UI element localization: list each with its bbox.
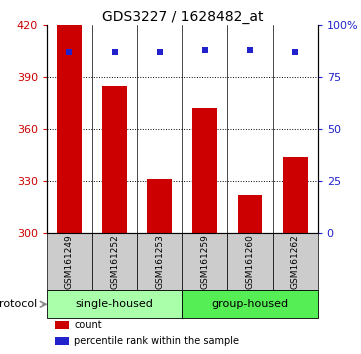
Bar (283, 157, 308, 233)
Point (112, 49, 118, 55)
Bar (47, 290, 182, 319)
Bar (55, 337, 69, 345)
Text: GSM161253: GSM161253 (155, 234, 164, 289)
Bar (55, 321, 69, 329)
Bar (57, 25, 82, 233)
Text: single-housed: single-housed (76, 299, 153, 309)
Text: GSM161262: GSM161262 (291, 234, 300, 289)
Point (247, 47, 253, 53)
Bar (182, 233, 227, 290)
Bar (273, 233, 318, 290)
Bar (137, 233, 182, 290)
Point (67, 49, 73, 55)
Bar (102, 86, 127, 233)
Bar (227, 233, 273, 290)
Point (202, 47, 208, 53)
Text: GSM161252: GSM161252 (110, 234, 119, 289)
Point (157, 49, 162, 55)
Bar (92, 233, 137, 290)
Bar (192, 108, 217, 233)
Bar (238, 195, 262, 233)
Text: GSM161249: GSM161249 (65, 234, 74, 289)
Text: percentile rank within the sample: percentile rank within the sample (74, 336, 239, 346)
Bar (182, 290, 318, 319)
Bar (147, 179, 172, 233)
Text: protocol: protocol (0, 299, 37, 309)
Text: GSM161259: GSM161259 (200, 234, 209, 289)
Point (292, 49, 298, 55)
Text: count: count (74, 320, 102, 330)
Title: GDS3227 / 1628482_at: GDS3227 / 1628482_at (101, 10, 263, 24)
Text: GSM161260: GSM161260 (245, 234, 255, 289)
Text: group-housed: group-housed (212, 299, 288, 309)
Bar (47, 233, 92, 290)
